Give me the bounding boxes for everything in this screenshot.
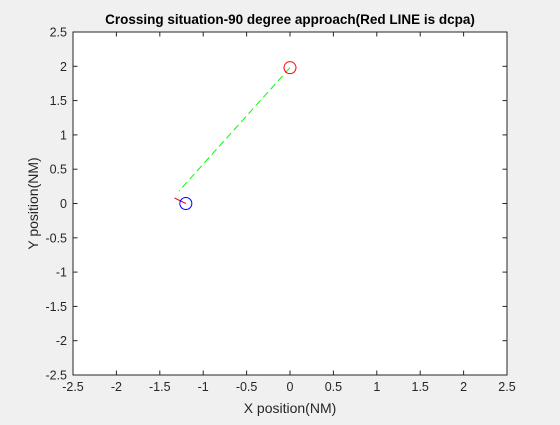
plot-area [72, 31, 508, 376]
y-tick-label: 2.5 [50, 26, 67, 40]
marker-layer [179, 61, 297, 210]
y-tick-label: -2 [56, 334, 67, 348]
x-tick-label: -2 [111, 380, 122, 394]
y-tick-label: -0.5 [45, 231, 67, 245]
x-tick-label: -1.5 [149, 380, 171, 394]
y-tick-label: 0 [60, 197, 67, 211]
circle-marker [179, 197, 193, 210]
x-tick-label: 1 [373, 380, 380, 394]
chart-title: Crossing situation-90 degree approach(Re… [105, 12, 475, 27]
x-tick-label: 0 [287, 380, 294, 394]
y-tick-label: 0.5 [50, 163, 67, 177]
x-tick-label: -2.5 [62, 380, 84, 394]
y-tick-label: 1.5 [50, 94, 67, 108]
x-tick-label: 2.5 [498, 380, 515, 394]
x-tick-label: 0.5 [325, 380, 342, 394]
y-tick-label: 1 [60, 128, 67, 142]
series-line-dashed [178, 67, 291, 192]
x-axis-label: X position(NM) [244, 400, 337, 416]
y-axis-label: Y position(NM) [25, 157, 41, 249]
y-tick-label: -1 [56, 266, 67, 280]
y-tick-label: -2.5 [45, 369, 67, 383]
x-tick-label: 2 [460, 380, 467, 394]
x-tick-label: 1.5 [412, 380, 429, 394]
x-tick-label: -1 [198, 380, 209, 394]
ticks-layer: -2.5 -2 -1.5 -1 -0.5 0 0.5 1 1.5 2 2.5 -2.5 -2 -1.5 -1… [45, 26, 515, 395]
y-tick-label: 2 [60, 60, 67, 74]
circle-marker [283, 61, 297, 75]
x-tick-label: -0.5 [236, 380, 258, 394]
y-tick-label: -1.5 [45, 300, 67, 314]
